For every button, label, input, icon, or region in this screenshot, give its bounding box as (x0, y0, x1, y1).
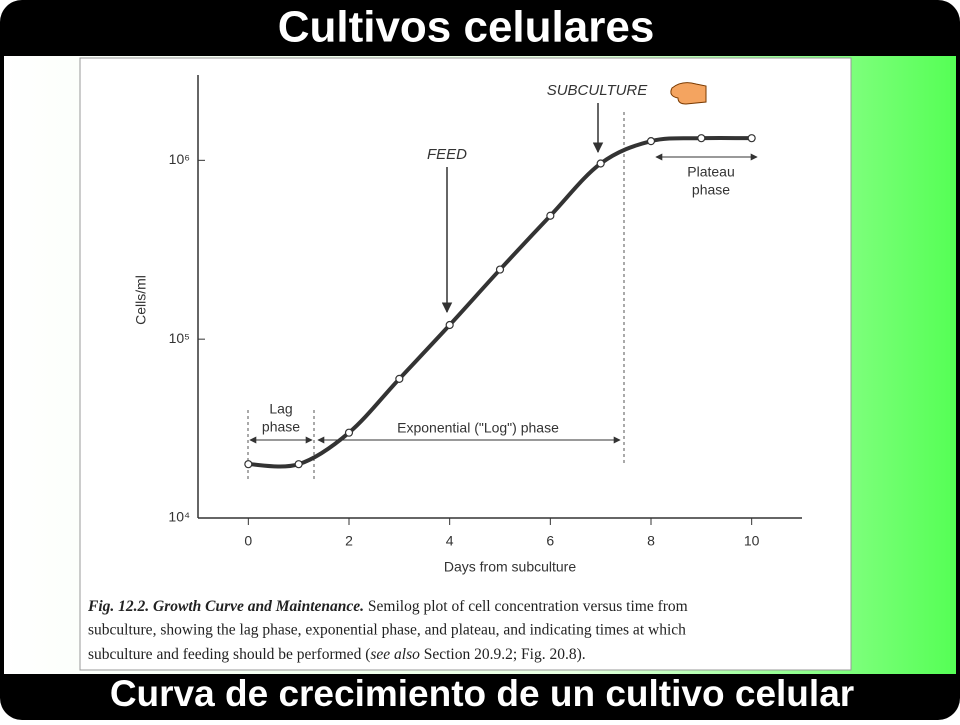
caption-heading: Fig. 12.2. Growth Curve and Maintenance. (87, 598, 364, 615)
plateau-label: phase (692, 182, 730, 198)
subculture-label: SUBCULTURE (547, 82, 649, 99)
plateau-label: Plateau (687, 164, 734, 180)
data-point (445, 320, 454, 330)
data-point (344, 428, 354, 437)
caption-text: Semilog plot of cell concentration versu… (364, 598, 688, 615)
data-point (495, 265, 505, 274)
x-tick-label: 6 (546, 533, 554, 549)
caption: Fig. 12.2. Growth Curve and Maintenance.… (87, 598, 688, 663)
data-point (294, 460, 303, 469)
x-tick-label: 2 (345, 533, 353, 549)
caption-text: see also (370, 646, 420, 663)
y-axis-label: Cells/ml (133, 275, 149, 325)
caption-text: subculture and feeding should be perform… (88, 646, 370, 663)
caption-line: Fig. 12.2. Growth Curve and Maintenance.… (87, 598, 688, 615)
y-tick-label: 10⁶ (169, 151, 190, 167)
slide-footer: Curva de crecimiento de un cultivo celul… (110, 673, 854, 714)
exponential-label: Exponential ("Log") phase (397, 420, 559, 436)
y-tick-label: 10⁴ (168, 509, 190, 525)
caption-line: subculture and feeding should be perform… (88, 646, 586, 663)
hand-icon (670, 82, 707, 105)
lag-label: phase (262, 419, 300, 435)
annotations: FEED SUBCULTURE Lag phase Exponential ("… (247, 82, 758, 482)
slide-title: Cultivos celulares (278, 3, 655, 52)
data-point (596, 159, 605, 168)
data-point (244, 460, 253, 469)
data-point (395, 374, 404, 383)
data-point (747, 134, 756, 143)
x-axis-label: Days from subculture (444, 559, 576, 575)
data-point (646, 137, 656, 146)
y-tick-label: 10⁵ (169, 330, 190, 346)
caption-text: Section 20.9.2; Fig. 20.8). (420, 646, 586, 663)
lag-label: Lag (269, 401, 292, 417)
x-tick-label: 0 (244, 533, 252, 549)
x-tick-label: 4 (446, 533, 454, 549)
feed-label: FEED (427, 146, 467, 163)
x-tick-label: 8 (647, 533, 655, 549)
x-tick-label: 10 (744, 533, 760, 549)
data-point (546, 211, 555, 220)
data-point (697, 134, 706, 143)
caption-line: subculture, showing the lag phase, expon… (88, 622, 686, 639)
